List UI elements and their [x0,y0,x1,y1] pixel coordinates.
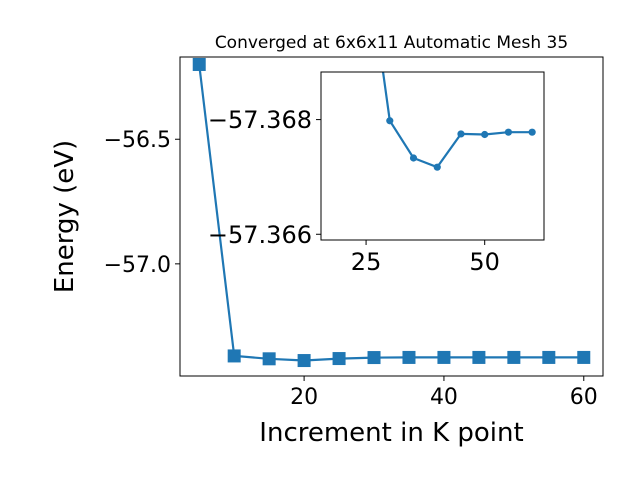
main-plot-frame [179,56,604,377]
inset-y-tick-label: −57.368 [208,106,312,134]
inset-x-tick-label: 50 [469,248,500,276]
main-data-point [402,350,416,364]
inset-y-tick-label: −57.366 [208,221,312,249]
main-x-tick-label: 60 [570,385,598,410]
inset-data-point [409,154,418,162]
inset-data-point [481,130,489,139]
main-data-point [437,350,451,364]
main-data-point [227,349,241,363]
main-data-point [262,352,276,366]
main-data-point [192,57,206,71]
x-axis-label: Increment in K point [259,418,523,448]
main-x-tick-label: 40 [430,385,458,410]
main-x-tick-label: 20 [290,385,318,410]
inset-data-point [386,117,394,125]
main-y-tick-label: −57.0 [104,253,171,278]
main-data-point [332,352,346,366]
main-data-point [542,350,556,364]
main-data-point [577,350,591,364]
inset-plot-frame [320,71,545,241]
y-axis-label: Energy (eV) [50,140,80,293]
inset-data-point [528,128,536,136]
main-data-point [472,350,486,364]
inset-data-point [457,130,465,138]
main-data-point [297,354,311,368]
inset-x-tick-label: 25 [351,248,382,276]
chart-title: Converged at 6x6x11 Automatic Mesh 35 [215,33,568,53]
main-data-point [507,350,521,364]
inset-data-point [504,128,513,136]
inset-plot-background [321,72,544,240]
inset-series-line [381,72,533,169]
inset-data-point [433,163,441,171]
main-y-tick-label: −56.5 [104,128,171,153]
main-data-point [367,351,381,365]
